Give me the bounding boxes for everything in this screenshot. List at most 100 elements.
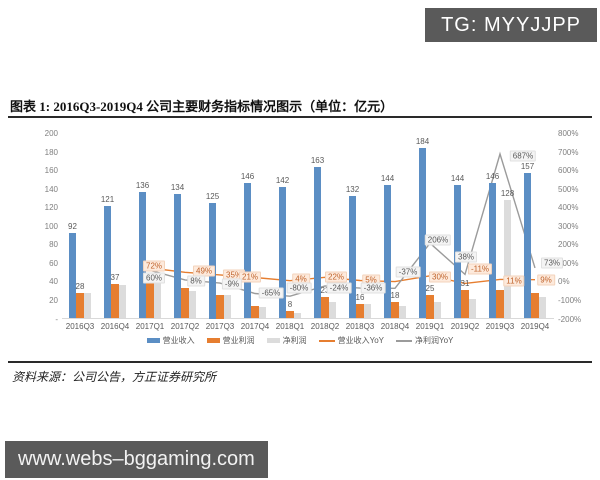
bar-op_profit-2016Q4: [111, 284, 119, 319]
y-axis-tick-right: 700%: [558, 147, 579, 157]
y-axis-tick-left: 140: [44, 184, 58, 194]
yoy-label-net_profit_yoy-2018Q2: -24%: [326, 282, 352, 294]
bar-value-revenue-2016Q3: 92: [68, 222, 77, 232]
bar-value-revenue-2018Q4: 144: [380, 173, 395, 183]
bar-value-revenue-2017Q1: 136: [135, 181, 150, 191]
x-axis-tick: 2018Q2: [310, 322, 340, 331]
legend-label: 净利润YoY: [415, 336, 454, 345]
bar-value-op_profit-2018Q4: 18: [390, 290, 400, 300]
bar-revenue-2017Q4: [243, 183, 252, 319]
revenue-yoy-line-marker: [318, 339, 335, 342]
bar-value-op_profit-2018Q3: 16: [355, 292, 365, 302]
yoy-label-net_profit_yoy-2018Q4: -37%: [395, 266, 421, 278]
bar-value-op_profit-2018Q1: 8: [287, 300, 293, 310]
bar-op_profit-2017Q1: [146, 274, 154, 319]
bar-value-net_profit-2019Q3: 128: [500, 188, 515, 198]
bar-net_profit-2018Q1: [293, 312, 302, 319]
y-axis-tick-left: 60: [49, 258, 58, 268]
yoy-label-net_profit_yoy-2017Q3: -9%: [221, 278, 243, 290]
y-axis-tick-right: -100%: [558, 295, 582, 305]
site-watermark: www.webs–bggaming.com: [5, 441, 268, 478]
bar-net_profit-2017Q2: [188, 290, 197, 319]
x-axis-tick: 2017Q2: [170, 322, 200, 331]
bar-revenue-2019Q3: [488, 183, 497, 319]
x-axis-tick: 2018Q3: [345, 322, 375, 331]
tg-badge: TG: MYYJJPP: [425, 8, 597, 42]
x-axis-tick: 2019Q4: [520, 322, 550, 331]
yoy-label-net_profit_yoy-2018Q3: -36%: [360, 282, 386, 294]
source-note: 资料来源：公司公告，方正证券研究所: [12, 370, 217, 384]
bar-net_profit-2017Q4: [258, 307, 267, 319]
bar-value-op_profit-2016Q4: 37: [110, 273, 120, 283]
y-axis-tick-right: 600%: [558, 166, 579, 176]
y-axis-tick-left: 120: [44, 203, 58, 213]
bar-revenue-2017Q2: [173, 194, 182, 319]
net-profit-bar-marker: [266, 338, 280, 343]
yoy-label-net_profit_yoy-2017Q1: 60%: [142, 272, 166, 284]
legend-item-revenue: 营业收入: [146, 335, 195, 346]
yoy-label-net_profit_yoy-2017Q2: 8%: [187, 275, 205, 287]
x-axis-tick: 2016Q4: [100, 322, 130, 331]
yoy-label-revenue_yoy-2019Q3: 11%: [503, 275, 525, 287]
bar-value-revenue-2018Q1: 142: [275, 175, 290, 185]
yoy-label-net_profit_yoy-2018Q1: -80%: [286, 282, 312, 294]
bar-revenue-2018Q3: [348, 196, 357, 319]
x-axis-tick: 2016Q3: [65, 322, 95, 331]
bar-net_profit-2019Q1: [433, 301, 442, 319]
bar-op_profit-2018Q4: [391, 301, 399, 319]
legend-label: 净利润: [282, 336, 307, 345]
bar-revenue-2017Q1: [138, 192, 147, 319]
bar-op_profit-2019Q2: [461, 289, 469, 319]
bar-value-revenue-2016Q4: 121: [100, 195, 115, 205]
x-axis-tick: 2019Q3: [485, 322, 515, 331]
bar-op_profit-2018Q1: [286, 311, 294, 319]
y-axis-tick-right: 0%: [558, 277, 570, 287]
bar-value-revenue-2018Q2: 163: [310, 156, 325, 166]
yoy-label-net_profit_yoy-2019Q2: 38%: [454, 251, 478, 263]
bar-revenue-2017Q3: [208, 202, 217, 319]
x-axis-tick: 2019Q1: [415, 322, 445, 331]
bar-revenue-2016Q4: [103, 206, 112, 319]
legend-item-revenue-yoy: 营业收入YoY: [318, 335, 384, 346]
figure-title: 图表 1: 2016Q3-2019Q4 公司主要财务指标情况图示（单位：亿元）: [10, 99, 394, 114]
bar-op_profit-2018Q2: [321, 297, 329, 319]
legend-item-net-profit: 净利润: [266, 335, 307, 346]
bar-revenue-2018Q4: [383, 184, 392, 319]
bar-value-op_profit-2019Q2: 31: [460, 278, 470, 288]
bar-net_profit-2017Q3: [223, 295, 232, 319]
x-axis-tick: 2018Q4: [380, 322, 410, 331]
bar-net_profit-2018Q4: [398, 306, 407, 319]
bar-revenue-2018Q1: [278, 186, 287, 319]
y-axis-tick-left: 180: [44, 147, 58, 157]
bar-value-op_profit-2016Q3: 28: [75, 281, 85, 291]
bar-value-revenue-2017Q4: 146: [240, 172, 255, 182]
bar-value-revenue-2017Q3: 125: [205, 191, 220, 201]
legend-item-net-profit-yoy: 净利润YoY: [396, 335, 453, 346]
legend-item-op-profit: 营业利润: [206, 335, 255, 346]
legend-label: 营业收入YoY: [337, 336, 384, 345]
yoy-label-net_profit_yoy-2019Q3: 687%: [509, 150, 537, 162]
bar-net_profit-2018Q2: [328, 301, 337, 319]
x-axis-tick: 2017Q3: [205, 322, 235, 331]
legend-label: 营业收入: [162, 336, 195, 345]
bar-revenue-2019Q4: [523, 172, 532, 319]
title-underline: [8, 116, 592, 118]
chart-legend: 营业收入 营业利润 净利润 营业收入YoY 净利润YoY: [0, 335, 600, 346]
bar-value-revenue-2018Q3: 132: [345, 185, 360, 195]
y-axis-tick-left: 20: [49, 295, 58, 305]
bar-value-revenue-2019Q1: 184: [415, 136, 430, 146]
legend-label: 营业利润: [222, 336, 255, 345]
bar-value-revenue-2019Q3: 146: [485, 172, 500, 182]
yoy-label-revenue_yoy-2019Q2: -11%: [467, 263, 493, 275]
y-axis-tick-right: 200%: [558, 240, 579, 250]
y-axis-tick-left: 200: [44, 129, 58, 138]
bar-net_profit-2017Q1: [153, 277, 162, 319]
yoy-label-revenue_yoy-2019Q4: 9%: [537, 274, 555, 286]
y-axis-tick-right: 100%: [558, 258, 579, 268]
y-axis-tick-left: 160: [44, 166, 58, 176]
y-axis-tick-left: -: [55, 314, 58, 324]
revenue-bar-marker: [146, 338, 160, 343]
y-axis-tick-right: 500%: [558, 184, 579, 194]
bar-net_profit-2019Q2: [468, 299, 477, 319]
